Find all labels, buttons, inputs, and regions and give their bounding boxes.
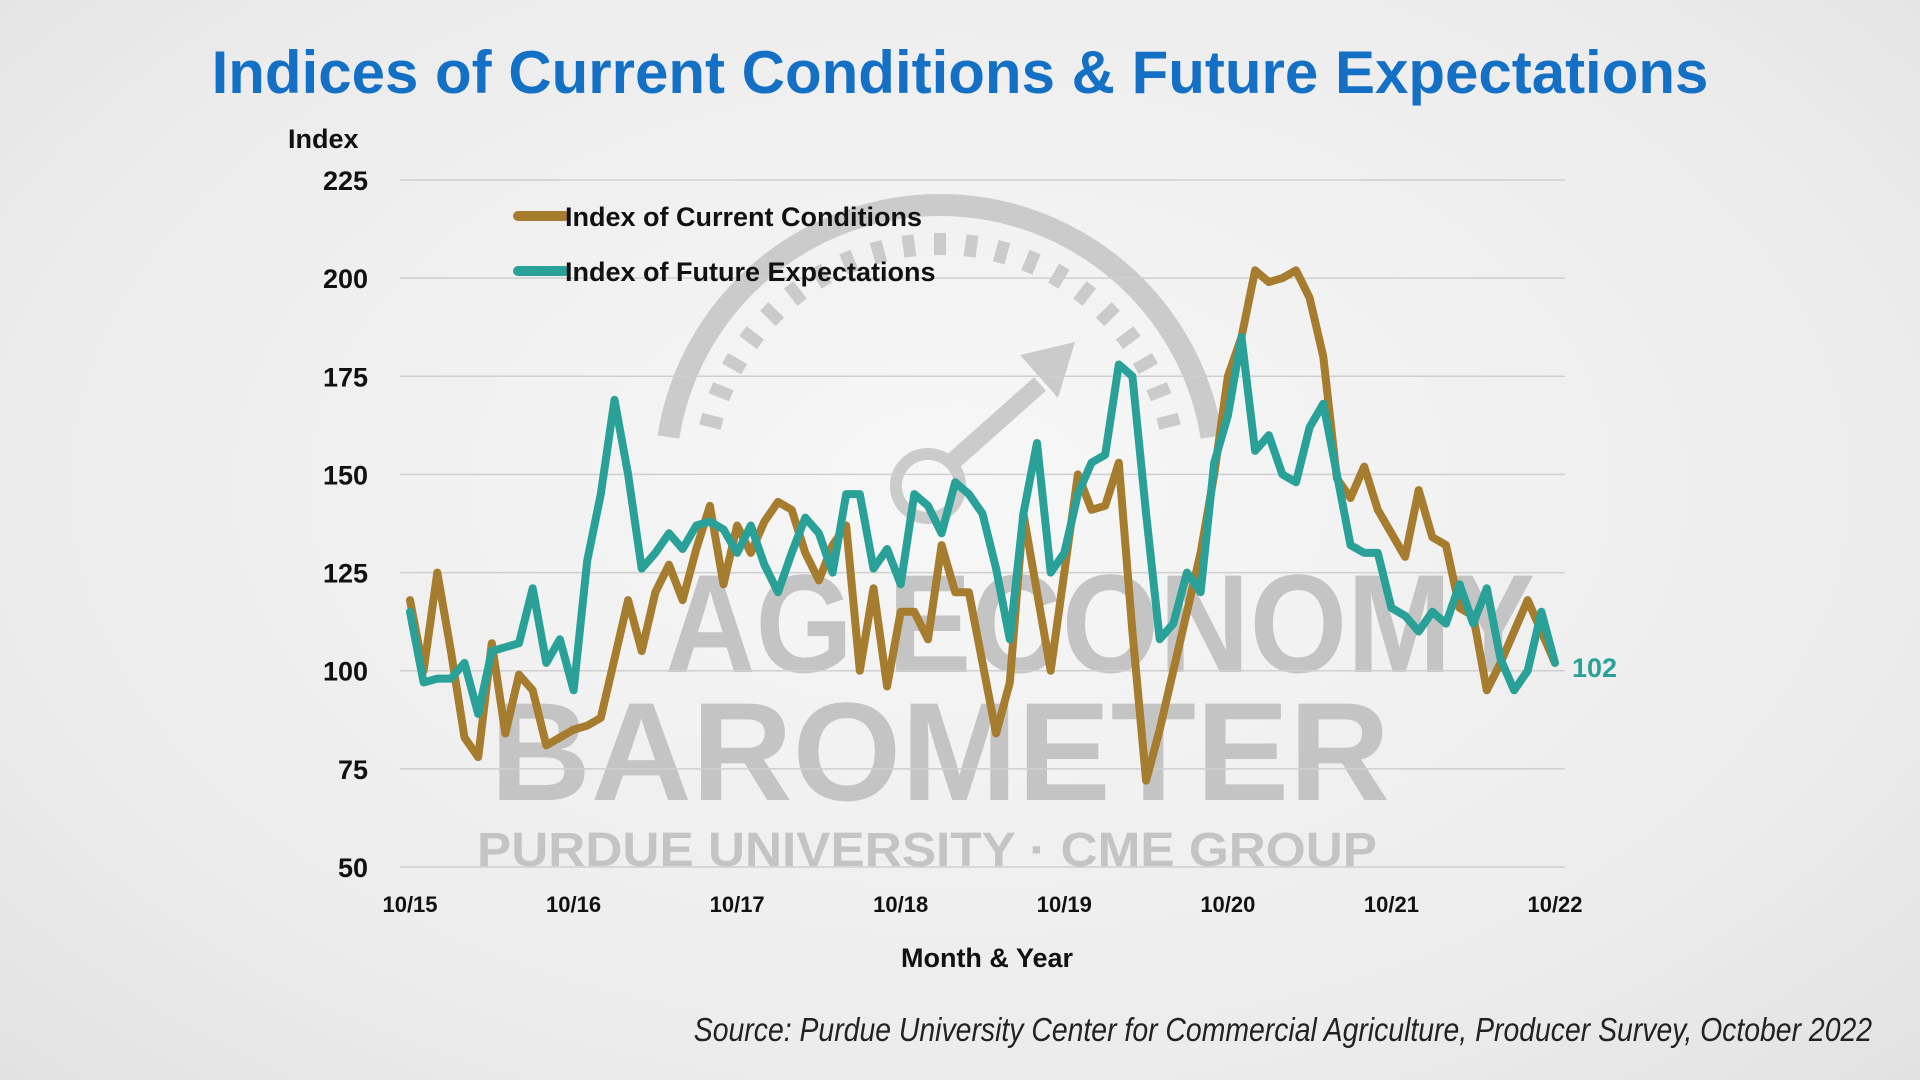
dial-needle — [944, 377, 1046, 471]
x-tick-label: 10/20 — [1200, 892, 1255, 917]
y-tick-label: 50 — [338, 853, 368, 883]
dial-tick — [1115, 326, 1141, 350]
dial-tick — [1095, 302, 1120, 327]
legend-label-current: Index of Current Conditions — [565, 202, 922, 232]
x-tick-label: 10/18 — [873, 892, 928, 917]
y-tick-label: 225 — [323, 166, 368, 196]
chart-title: Indices of Current Conditions & Future E… — [211, 39, 1709, 106]
end-value-label: 102 — [1572, 653, 1617, 683]
dial-tick — [739, 326, 765, 350]
series-lines — [406, 266, 1559, 785]
x-tick-label: 10/16 — [546, 892, 601, 917]
x-tick-label: 10/17 — [710, 892, 765, 917]
dial-tick — [760, 302, 785, 327]
watermark-line-3: PURDUE UNIVERSITY · CME GROUP — [477, 824, 1377, 877]
y-tick-label: 200 — [323, 264, 368, 294]
y-tick-label: 125 — [323, 559, 368, 589]
dial-tick — [810, 263, 832, 289]
x-tick-label: 10/21 — [1364, 892, 1419, 917]
dial-tick — [1073, 281, 1097, 306]
legend-label-future: Index of Future Expectations — [565, 257, 936, 287]
dial-tick — [708, 382, 734, 402]
dial-arc — [657, 194, 1223, 439]
dial-tick — [699, 412, 724, 430]
x-axis-ticks: 10/15 10/16 10/17 10/18 10/19 10/20 10/21 10/22 — [382, 892, 1582, 917]
gridlines — [400, 179, 1565, 868]
dial-tick — [1021, 249, 1041, 275]
y-axis-label: Index — [288, 124, 359, 154]
series-line-future-expectations — [406, 333, 1559, 718]
x-axis-label: Month & Year — [901, 943, 1074, 973]
dial-tick — [901, 234, 917, 258]
y-tick-label: 75 — [338, 755, 368, 785]
barometer-dial-icon — [657, 194, 1223, 524]
x-tick-label: 10/15 — [382, 892, 437, 917]
dial-tick — [963, 234, 979, 258]
dial-needle-head — [1020, 342, 1075, 398]
legend: Index of Current Conditions Index of Fut… — [513, 202, 936, 287]
y-tick-label: 175 — [323, 362, 368, 392]
y-tick-label: 150 — [323, 460, 368, 490]
dial-tick — [1146, 382, 1172, 402]
dial-tick — [1048, 263, 1070, 289]
dial-tick — [839, 249, 859, 275]
dial-tick — [722, 353, 748, 375]
source-note: Source: Purdue University Center for Com… — [693, 1011, 1872, 1048]
dial-tick — [992, 239, 1011, 265]
dial-tick — [783, 281, 807, 306]
y-tick-label: 100 — [323, 657, 368, 687]
dial-tick — [1132, 353, 1158, 375]
watermark-line-2: BAROMETER — [490, 673, 1390, 830]
y-axis-ticks: 225 200 175 150 125 100 75 50 — [323, 166, 368, 883]
dial-tick — [869, 239, 888, 265]
series-line-current-conditions — [406, 266, 1559, 785]
dial-tick — [1156, 412, 1181, 430]
x-tick-label: 10/22 — [1527, 892, 1582, 917]
x-tick-label: 10/19 — [1037, 892, 1092, 917]
